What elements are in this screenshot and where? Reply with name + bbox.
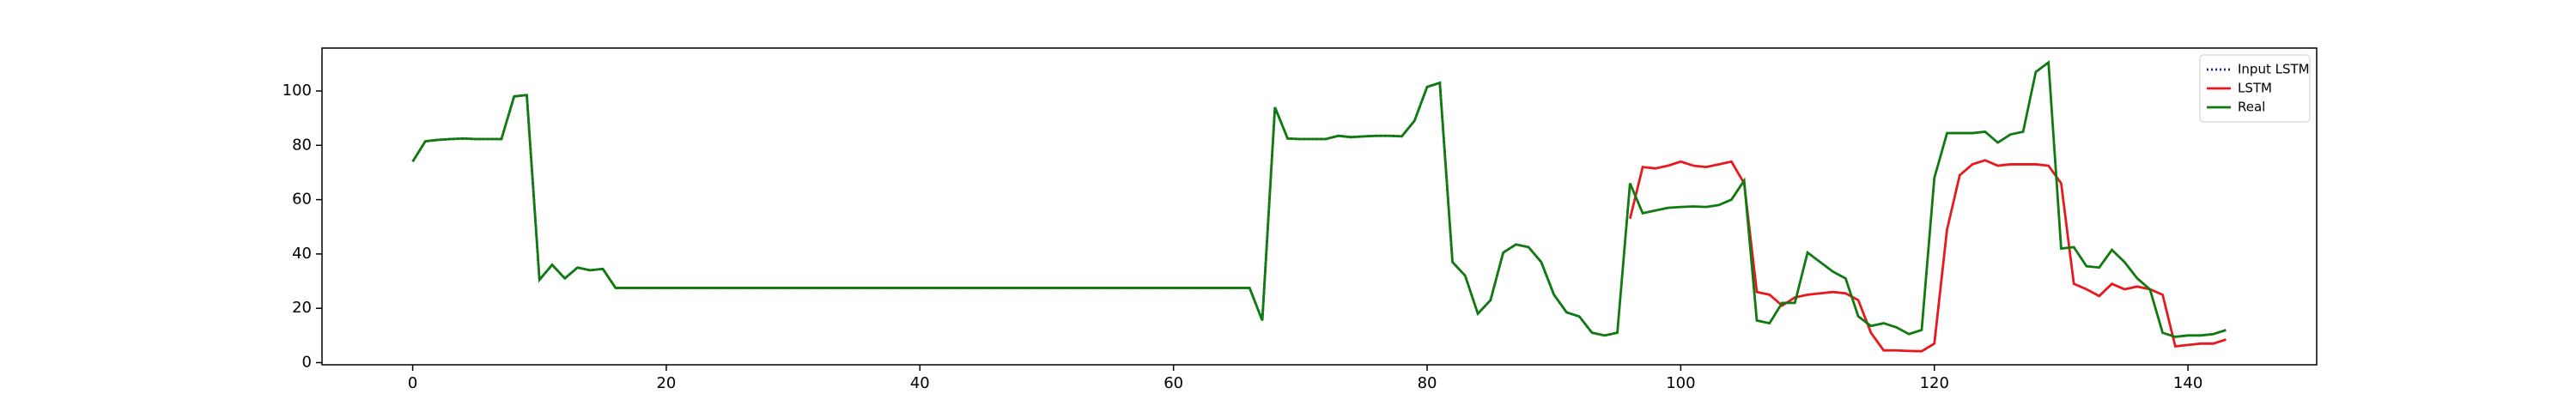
x-tick-label: 40: [910, 374, 930, 392]
legend-label: Input LSTM: [2238, 62, 2310, 77]
y-tick-label: 0: [302, 353, 312, 371]
y-tick-label: 80: [292, 136, 312, 154]
y-tick-label: 100: [283, 82, 312, 100]
line-series: [1628, 159, 2227, 353]
line-series: [411, 60, 2227, 338]
plot-frame: [321, 47, 2318, 366]
legend-label: Real: [2238, 100, 2265, 115]
x-tick-label: 100: [1666, 374, 1695, 392]
x-tick-label: 20: [656, 374, 676, 392]
y-tick-label: 40: [292, 245, 312, 263]
line-series: [411, 81, 1618, 337]
y-tick-label: 20: [292, 299, 312, 317]
y-tick-label: 60: [292, 191, 312, 209]
x-tick-label: 0: [408, 374, 417, 392]
legend-label: LSTM: [2238, 81, 2272, 96]
x-tick-label: 60: [1163, 374, 1183, 392]
x-tick-label: 140: [2173, 374, 2202, 392]
x-tick-label: 80: [1418, 374, 1437, 392]
legend: Input LSTM LSTM Real: [2199, 54, 2311, 123]
x-tick-label: 120: [1920, 374, 1949, 392]
legend-box: [2199, 54, 2311, 123]
